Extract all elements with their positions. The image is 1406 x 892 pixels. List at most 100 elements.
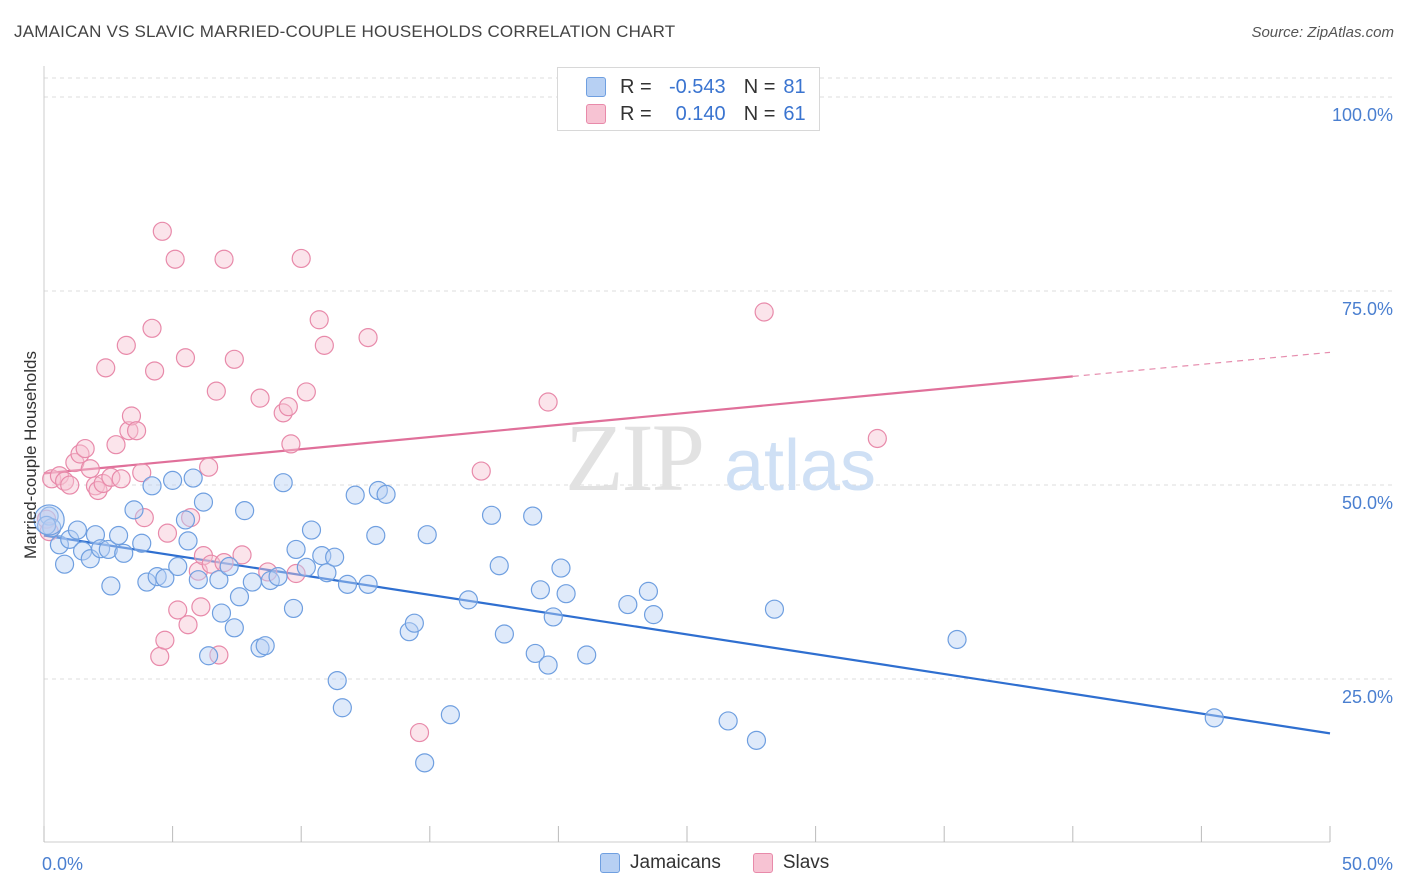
jamaicans-point	[242, 572, 262, 592]
jamaicans-point	[366, 525, 386, 546]
legend-item-jamaicans: Jamaicans	[600, 852, 721, 874]
jamaicans-point	[168, 556, 188, 577]
slavs-point	[96, 358, 116, 378]
jamaicans-point	[124, 500, 144, 520]
jamaicans-point	[49, 535, 70, 555]
jamaicans-point	[199, 646, 219, 666]
jamaicans-point	[67, 520, 88, 540]
slavs-point	[157, 523, 178, 543]
jamaicans-point-large	[33, 504, 65, 536]
slavs-point	[152, 221, 172, 241]
jamaicans-point	[209, 570, 229, 590]
jamaicans-point	[229, 587, 250, 607]
slavs-point	[471, 461, 491, 481]
slavs-trend-line	[43, 375, 1073, 475]
legend-r-label: R =	[620, 102, 652, 125]
slavs-point	[191, 597, 211, 617]
slavs-point	[309, 310, 329, 330]
jamaicans-point	[440, 705, 460, 725]
slavs-legend-label: Slavs	[782, 852, 830, 873]
jamaicans-point	[90, 539, 111, 559]
slavs-point	[165, 249, 185, 269]
jamaicans-trend-line	[43, 534, 1331, 735]
slavs-point	[296, 382, 316, 402]
jamaicans-point	[286, 539, 306, 560]
slavs-point	[80, 459, 100, 479]
slavs-points	[36, 221, 887, 743]
legend-n-value: 81	[783, 75, 806, 98]
jamaicans-point	[638, 581, 659, 601]
legend-row-slavs: R = 0.140 N = 61	[586, 101, 806, 127]
slavs-point	[134, 508, 154, 528]
slavs-point	[150, 646, 170, 667]
jamaicans-point	[947, 629, 967, 650]
slavs-trend-extension	[1072, 351, 1331, 377]
jamaicans-point	[175, 510, 196, 530]
jamaicans-point	[417, 525, 437, 545]
slavs-point	[224, 349, 244, 369]
legend-n-label: N =	[743, 75, 776, 98]
slavs-point	[155, 630, 175, 650]
jamaicans-point	[98, 539, 118, 560]
jamaicans-point	[296, 557, 316, 577]
x-tick-label: 50.0%	[1342, 854, 1393, 874]
slavs-point	[538, 392, 558, 412]
jamaicans-point	[132, 533, 152, 553]
legend-row-jamaicans: R = -0.543 N = 81	[586, 74, 806, 100]
slavs-point	[111, 469, 131, 489]
slavs-point	[142, 318, 162, 338]
watermark-zip: ZIP	[565, 404, 703, 511]
jamaicans-point	[283, 598, 304, 619]
jamaicans-point	[325, 547, 345, 567]
slavs-point	[168, 600, 188, 620]
slavs-point	[119, 421, 139, 441]
slavs-point	[132, 463, 152, 483]
jamaicans-point	[301, 520, 322, 540]
jamaicans-point	[101, 576, 121, 596]
slavs-point	[121, 406, 142, 426]
watermark-atlas: atlas	[724, 426, 876, 506]
jamaicans-point	[147, 567, 167, 587]
slavs-point	[273, 403, 293, 423]
jamaicans-point	[525, 643, 545, 664]
jamaicans-point	[332, 698, 352, 718]
legend-r-label: R =	[620, 75, 652, 98]
jamaicans-point	[523, 506, 543, 526]
slavs-point	[70, 444, 90, 464]
jamaicans-point	[481, 505, 502, 525]
jamaicans-point	[224, 618, 244, 638]
slavs-point	[278, 397, 298, 417]
jamaicans-point	[1204, 708, 1224, 728]
jamaicans-point	[137, 572, 157, 592]
jamaicans-point	[358, 574, 378, 594]
slavs-point	[232, 545, 252, 565]
jamaicans-point	[530, 580, 550, 600]
slavs-point	[209, 645, 229, 665]
legend-r-value: 0.140	[675, 102, 726, 125]
slavs-point	[175, 348, 196, 368]
slavs-point	[358, 328, 378, 348]
chart-title: JAMAICAN VS SLAVIC MARRIED-COUPLE HOUSEH…	[14, 22, 676, 41]
y-tick-label: 100.0%	[1332, 105, 1393, 125]
axes	[43, 66, 1331, 843]
jamaicans-point	[178, 531, 198, 551]
slavs-point	[60, 475, 80, 495]
jamaicans-point	[494, 624, 514, 644]
jamaicans-point	[415, 753, 435, 773]
jamaicans-swatch	[586, 77, 606, 97]
x-tick-label: 0.0%	[42, 854, 83, 874]
slavs-point	[291, 248, 311, 269]
jamaicans-point	[489, 556, 509, 576]
series-legend: Jamaicans Slavs	[600, 852, 861, 874]
slavs-point	[250, 388, 270, 408]
jamaicans-point	[764, 599, 785, 619]
legend-n-value: 61	[783, 102, 806, 125]
jamaicans-point	[142, 476, 162, 496]
jamaicans-point	[219, 556, 239, 577]
jamaicans-point	[643, 605, 664, 625]
jamaicans-point	[327, 670, 347, 691]
legend-n-label: N =	[743, 102, 776, 125]
jamaicans-points	[33, 468, 1224, 773]
jamaicans-point	[183, 468, 203, 488]
